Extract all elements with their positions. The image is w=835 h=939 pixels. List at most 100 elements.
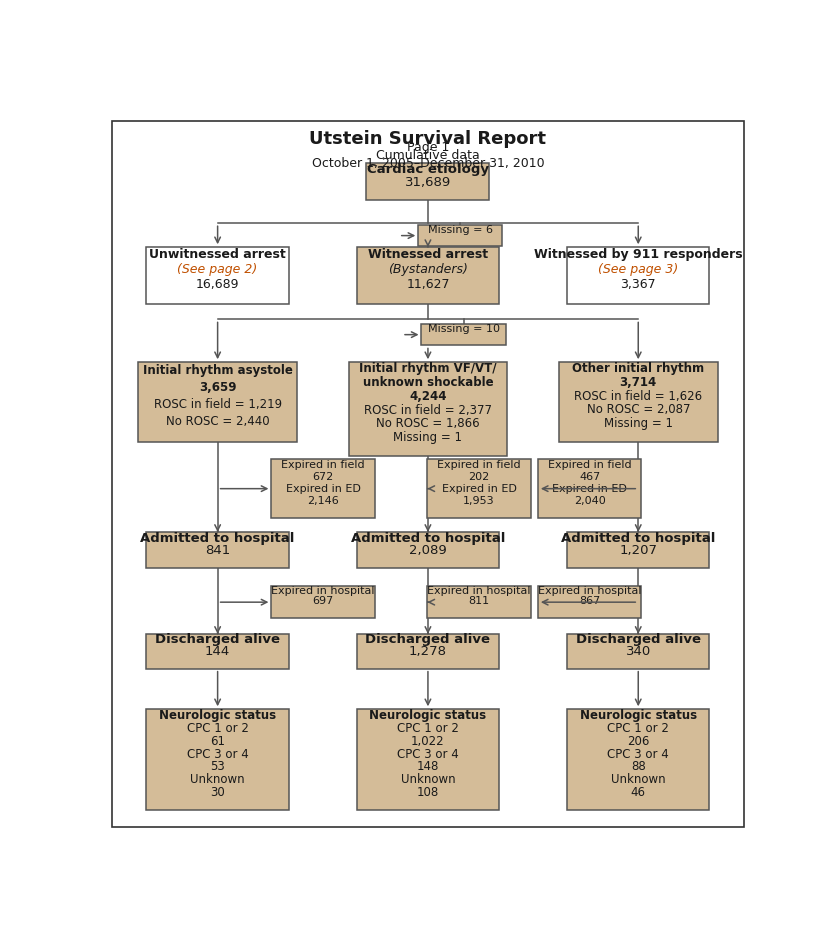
Text: 202: 202	[468, 472, 489, 482]
Text: CPC 1 or 2: CPC 1 or 2	[187, 722, 249, 735]
Text: 340: 340	[625, 645, 650, 658]
Bar	[367, 162, 489, 200]
Text: No ROSC = 2,087: No ROSC = 2,087	[586, 403, 690, 416]
Text: 46: 46	[630, 786, 645, 799]
Text: Discharged alive: Discharged alive	[155, 633, 280, 646]
Text: 3,659: 3,659	[199, 381, 236, 394]
Text: 1,953: 1,953	[463, 496, 495, 506]
Text: CPC 3 or 4: CPC 3 or 4	[187, 747, 249, 761]
Text: 697: 697	[312, 596, 334, 607]
Bar	[567, 532, 710, 568]
Text: Initial rhythm asystole: Initial rhythm asystole	[143, 364, 292, 377]
Bar	[357, 709, 499, 810]
Text: ROSC in field = 1,219: ROSC in field = 1,219	[154, 398, 281, 411]
Bar	[146, 247, 289, 303]
Text: 2,146: 2,146	[307, 496, 339, 506]
Text: Unwitnessed arrest: Unwitnessed arrest	[149, 248, 286, 261]
Text: Initial rhythm VF/VT/: Initial rhythm VF/VT/	[359, 362, 497, 376]
Text: (See page 3): (See page 3)	[598, 263, 678, 276]
Bar	[567, 709, 710, 810]
Text: Page 1: Page 1	[407, 141, 449, 154]
Text: ROSC in field = 1,626: ROSC in field = 1,626	[574, 390, 702, 403]
Text: 3,714: 3,714	[620, 376, 657, 389]
Text: Expired in field: Expired in field	[548, 460, 631, 470]
Text: Missing = 1: Missing = 1	[393, 431, 463, 444]
Text: Expired in hospital: Expired in hospital	[271, 586, 375, 596]
Text: Discharged alive: Discharged alive	[366, 633, 490, 646]
Text: (See page 2): (See page 2)	[178, 263, 258, 276]
Text: Cardiac etiology: Cardiac etiology	[367, 162, 489, 176]
Bar	[357, 247, 499, 303]
Text: 31,689: 31,689	[405, 176, 451, 189]
Text: Expired in ED: Expired in ED	[286, 484, 361, 494]
Bar	[567, 634, 710, 669]
Text: 2,040: 2,040	[574, 496, 605, 506]
Bar	[538, 586, 641, 618]
Text: 16,689: 16,689	[196, 278, 240, 291]
Text: 108: 108	[417, 786, 439, 799]
Text: 148: 148	[417, 761, 439, 774]
Text: (Bystanders): (Bystanders)	[388, 263, 468, 276]
Text: 144: 144	[205, 645, 230, 658]
Text: Witnessed by 911 responders: Witnessed by 911 responders	[534, 248, 742, 261]
Text: Neurologic status: Neurologic status	[159, 709, 276, 722]
Text: Expired in hospital: Expired in hospital	[538, 586, 641, 596]
Text: CPC 3 or 4: CPC 3 or 4	[397, 747, 458, 761]
Text: Discharged alive: Discharged alive	[576, 633, 701, 646]
Text: Admitted to hospital: Admitted to hospital	[351, 531, 505, 545]
Bar	[538, 459, 641, 518]
Bar	[428, 459, 531, 518]
Text: Admitted to hospital: Admitted to hospital	[140, 531, 295, 545]
Text: 88: 88	[631, 761, 645, 774]
Bar	[349, 362, 507, 456]
Text: Neurologic status: Neurologic status	[369, 709, 487, 722]
Text: Expired in field: Expired in field	[281, 460, 365, 470]
Text: No ROSC = 1,866: No ROSC = 1,866	[376, 418, 480, 430]
Text: 2,089: 2,089	[409, 544, 447, 557]
Text: No ROSC = 2,440: No ROSC = 2,440	[166, 415, 270, 428]
Text: Other initial rhythm: Other initial rhythm	[572, 362, 704, 376]
Text: Expired in hospital: Expired in hospital	[428, 586, 531, 596]
Text: October 1, 2005–December 31, 2010: October 1, 2005–December 31, 2010	[311, 157, 544, 170]
Text: 4,244: 4,244	[409, 390, 447, 403]
Text: ROSC in field = 2,377: ROSC in field = 2,377	[364, 404, 492, 417]
Text: 206: 206	[627, 734, 650, 747]
Text: Expired in field: Expired in field	[438, 460, 521, 470]
Text: 1,207: 1,207	[620, 544, 657, 557]
Bar	[428, 586, 531, 618]
Text: Neurologic status: Neurologic status	[579, 709, 697, 722]
Bar	[357, 634, 499, 669]
Text: 467: 467	[579, 472, 600, 482]
Text: 3,367: 3,367	[620, 278, 656, 291]
Bar	[422, 324, 506, 346]
Text: Unknown: Unknown	[611, 773, 665, 786]
Text: Admitted to hospital: Admitted to hospital	[561, 531, 716, 545]
Bar	[418, 224, 503, 246]
Text: CPC 1 or 2: CPC 1 or 2	[397, 722, 459, 735]
Text: 30: 30	[210, 786, 225, 799]
Text: CPC 3 or 4: CPC 3 or 4	[607, 747, 669, 761]
Text: 672: 672	[312, 472, 334, 482]
Text: 1,278: 1,278	[409, 645, 447, 658]
Text: Expired in ED: Expired in ED	[442, 484, 517, 494]
Text: Unknown: Unknown	[190, 773, 245, 786]
Text: Expired in ED: Expired in ED	[552, 484, 627, 494]
Text: Missing = 6: Missing = 6	[428, 224, 493, 235]
Text: 867: 867	[579, 596, 600, 607]
Bar	[357, 532, 499, 568]
Bar	[146, 709, 289, 810]
Text: 11,627: 11,627	[406, 278, 450, 291]
Text: 53: 53	[210, 761, 225, 774]
Text: 841: 841	[205, 544, 230, 557]
Text: CPC 1 or 2: CPC 1 or 2	[607, 722, 669, 735]
Text: 811: 811	[468, 596, 489, 607]
Bar	[139, 362, 297, 441]
Bar	[146, 634, 289, 669]
Text: 61: 61	[210, 734, 225, 747]
Text: Witnessed arrest: Witnessed arrest	[368, 248, 488, 261]
Text: unknown shockable: unknown shockable	[362, 377, 493, 390]
Bar	[271, 459, 375, 518]
Text: Missing = 1: Missing = 1	[604, 417, 673, 430]
Text: 1,022: 1,022	[411, 734, 445, 747]
Bar	[559, 362, 717, 441]
